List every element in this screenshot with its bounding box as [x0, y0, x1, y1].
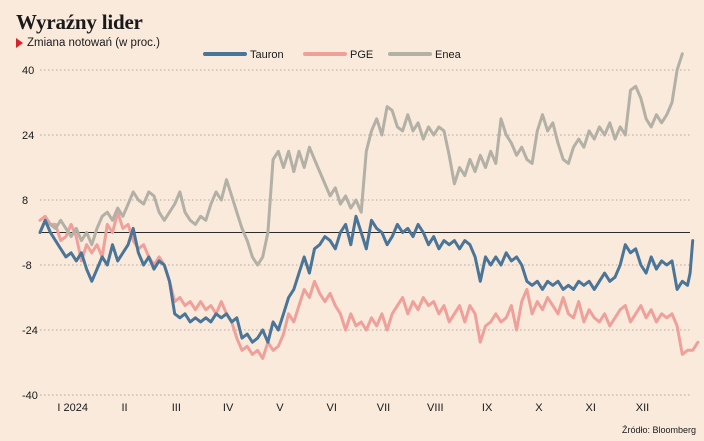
y-tick-label: -40: [22, 390, 38, 402]
y-tick-label: -24: [22, 325, 38, 337]
series-line-tauron: [38, 214, 695, 344]
red-triangle-icon: [16, 38, 23, 48]
series-lines: [38, 52, 700, 360]
x-tick-label: XII: [636, 402, 649, 414]
x-tick-label: II: [121, 402, 127, 414]
x-tick-label: IX: [482, 402, 493, 414]
x-tick-label: VIII: [427, 402, 444, 414]
x-tick-label: IV: [223, 402, 234, 414]
x-tick-label: I 2024: [57, 402, 88, 414]
chart-subtitle: Zmiana notowań (w proc.): [27, 37, 160, 49]
legend-label-tauron: Tauron: [250, 49, 284, 61]
y-tick-label: 40: [22, 65, 34, 77]
y-tick-label: 24: [22, 130, 34, 142]
legend: Tauron PGE Enea: [203, 49, 462, 61]
series-line-enea: [38, 52, 684, 267]
legend-label-enea: Enea: [435, 49, 462, 61]
source-note: Źródło: Bloomberg: [621, 425, 696, 435]
y-tick-label: -8: [22, 260, 32, 272]
y-tick-label: 8: [22, 195, 28, 207]
x-tick-label: III: [172, 402, 181, 414]
gridlines: [40, 69, 690, 396]
x-tick-label: VI: [327, 402, 337, 414]
chart-subtitle-row: Zmiana notowań (w proc.): [16, 37, 160, 49]
chart-title: Wyraźny lider: [16, 10, 143, 34]
x-tick-label: V: [276, 402, 284, 414]
x-tick-label: XI: [586, 402, 596, 414]
x-tick-label: VII: [377, 402, 390, 414]
x-tick-label: X: [535, 402, 543, 414]
legend-label-pge: PGE: [350, 49, 373, 61]
